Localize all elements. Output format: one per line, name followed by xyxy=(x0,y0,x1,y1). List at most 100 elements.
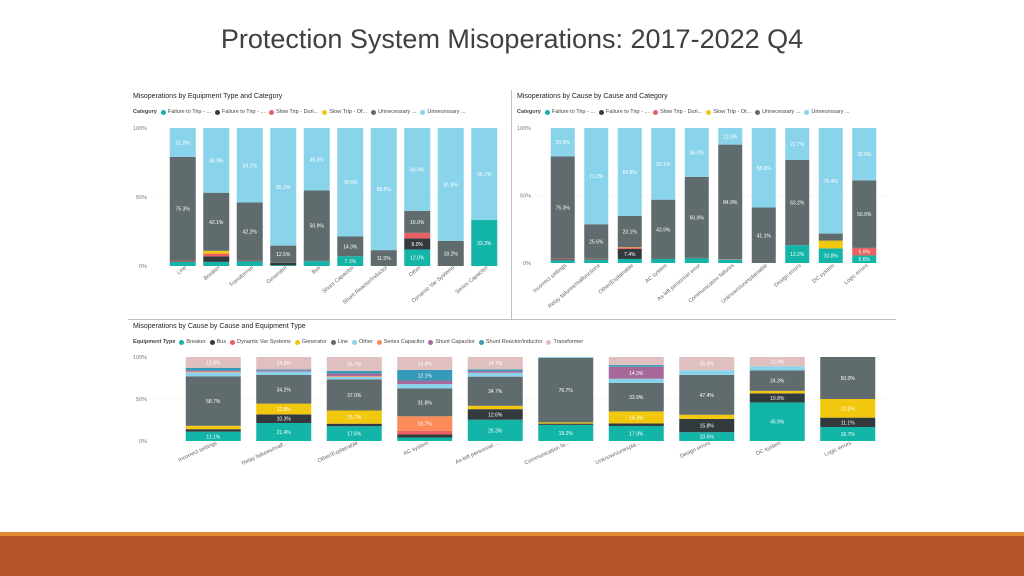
bar-segment[interactable] xyxy=(185,425,241,430)
bar-segment[interactable] xyxy=(326,371,382,374)
bar-segment[interactable] xyxy=(749,390,805,394)
bar-segment[interactable] xyxy=(467,409,523,420)
bar-segment[interactable] xyxy=(852,255,877,263)
bar-segment[interactable] xyxy=(467,369,523,372)
bar-segment[interactable] xyxy=(256,403,312,415)
bar-segment[interactable] xyxy=(538,357,594,358)
bar-segment[interactable] xyxy=(679,414,735,419)
bar-segment[interactable] xyxy=(326,357,382,372)
bar-segment[interactable] xyxy=(236,128,263,203)
bar-segment[interactable] xyxy=(397,416,453,431)
bar-segment[interactable] xyxy=(471,220,498,266)
bar-segment[interactable] xyxy=(550,260,575,263)
legend-item[interactable]: Shunt Reactor/Inductor xyxy=(478,339,542,345)
bar-segment[interactable] xyxy=(185,371,241,373)
bar-segment[interactable] xyxy=(397,388,453,417)
bar-segment[interactable] xyxy=(397,369,453,381)
bar-segment[interactable] xyxy=(751,128,776,208)
bar-segment[interactable] xyxy=(256,414,312,424)
bar-segment[interactable] xyxy=(169,128,196,157)
chart-panel-cause-category[interactable]: Misoperations by Cause by Cause and Cate… xyxy=(512,90,896,320)
bar-segment[interactable] xyxy=(785,159,810,246)
bar-segment[interactable] xyxy=(185,367,241,371)
bar-segment[interactable] xyxy=(608,378,664,383)
bar-segment[interactable] xyxy=(749,393,805,403)
legend-item[interactable]: Shunt Capacitor xyxy=(428,339,475,345)
bar-segment[interactable] xyxy=(337,256,364,266)
bar-segment[interactable] xyxy=(818,240,843,249)
legend-item[interactable]: Other xyxy=(351,339,373,345)
bar-segment[interactable] xyxy=(679,357,735,371)
legend-item[interactable]: Failure to Trip - ... xyxy=(598,109,649,115)
bar-segment[interactable] xyxy=(818,128,843,234)
legend-item[interactable]: Slow Trip - Duri... xyxy=(269,109,318,115)
legend-item[interactable]: Failure to Trip - ... xyxy=(160,109,211,115)
bar-segment[interactable] xyxy=(404,238,431,250)
bar-segment[interactable] xyxy=(397,430,453,435)
bar-segment[interactable] xyxy=(397,384,453,389)
bar-segment[interactable] xyxy=(326,410,382,424)
bar-segment[interactable] xyxy=(584,128,609,225)
bar-segment[interactable] xyxy=(751,207,776,263)
bar-segment[interactable] xyxy=(397,380,453,385)
bar-segment[interactable] xyxy=(326,426,382,441)
bar-segment[interactable] xyxy=(203,250,230,254)
bar-segment[interactable] xyxy=(679,374,735,415)
bar-segment[interactable] xyxy=(785,128,810,160)
bar-segment[interactable] xyxy=(820,357,876,399)
bar-segment[interactable] xyxy=(270,245,297,263)
bar-segment[interactable] xyxy=(185,370,241,372)
bar-segment[interactable] xyxy=(404,249,431,266)
bar-segment[interactable] xyxy=(404,210,431,233)
bar-segment[interactable] xyxy=(236,202,263,261)
bar-segment[interactable] xyxy=(608,382,664,412)
legend-item[interactable]: Slow Trip - Of... xyxy=(322,109,367,115)
bar-segment[interactable] xyxy=(538,423,594,425)
legend-item[interactable]: Unnecessary ... xyxy=(755,109,800,115)
legend-item[interactable]: Unnecessary ... xyxy=(804,109,850,115)
bar-segment[interactable] xyxy=(820,417,876,427)
bar-segment[interactable] xyxy=(397,434,453,438)
bar-segment[interactable] xyxy=(538,357,594,423)
bar-segment[interactable] xyxy=(550,258,575,260)
bar-segment[interactable] xyxy=(684,258,709,263)
chart-panel-equipment-category[interactable]: Misoperations by Equipment Type and Cate… xyxy=(128,90,512,320)
bar-segment[interactable] xyxy=(397,437,453,441)
bar-segment[interactable] xyxy=(818,248,843,263)
bar-segment[interactable] xyxy=(256,371,312,375)
legend-item[interactable]: Failure to Trip - ... xyxy=(214,109,265,115)
legend-item[interactable]: Failure to Trip - ... xyxy=(544,109,595,115)
bar-segment[interactable] xyxy=(749,402,805,441)
bar-segment[interactable] xyxy=(718,259,743,263)
chart-panel-cause-equipment[interactable]: Misoperations by Cause by Cause and Equi… xyxy=(128,320,896,486)
bar-segment[interactable] xyxy=(185,376,241,426)
bar-segment[interactable] xyxy=(818,233,843,241)
bar-segment[interactable] xyxy=(608,411,664,424)
legend-item[interactable]: Transformer xyxy=(546,339,583,345)
bar-segment[interactable] xyxy=(203,256,230,262)
bar-segment[interactable] xyxy=(608,423,664,426)
bar-segment[interactable] xyxy=(608,425,664,441)
bar-segment[interactable] xyxy=(326,423,382,427)
legend-item[interactable]: Dynamic Var Systems xyxy=(230,339,291,345)
bar-segment[interactable] xyxy=(256,374,312,404)
bar-segment[interactable] xyxy=(370,250,397,266)
bar-segment[interactable] xyxy=(256,370,312,372)
bar-segment[interactable] xyxy=(538,422,594,424)
bar-segment[interactable] xyxy=(185,357,241,368)
bar-segment[interactable] xyxy=(718,144,743,260)
bar-segment[interactable] xyxy=(185,429,241,432)
bar-segment[interactable] xyxy=(852,180,877,248)
bar-segment[interactable] xyxy=(337,236,364,257)
bar-segment[interactable] xyxy=(467,371,523,373)
bar-segment[interactable] xyxy=(236,261,263,266)
bar-segment[interactable] xyxy=(749,366,805,371)
legend-item[interactable]: Unnecessary ... xyxy=(371,109,416,115)
bar-segment[interactable] xyxy=(679,418,735,433)
bar-segment[interactable] xyxy=(718,128,743,145)
bar-segment[interactable] xyxy=(437,128,464,241)
bar-segment[interactable] xyxy=(651,199,676,259)
bar-segment[interactable] xyxy=(617,248,642,259)
bar-segment[interactable] xyxy=(617,128,642,216)
bar-segment[interactable] xyxy=(550,259,575,261)
